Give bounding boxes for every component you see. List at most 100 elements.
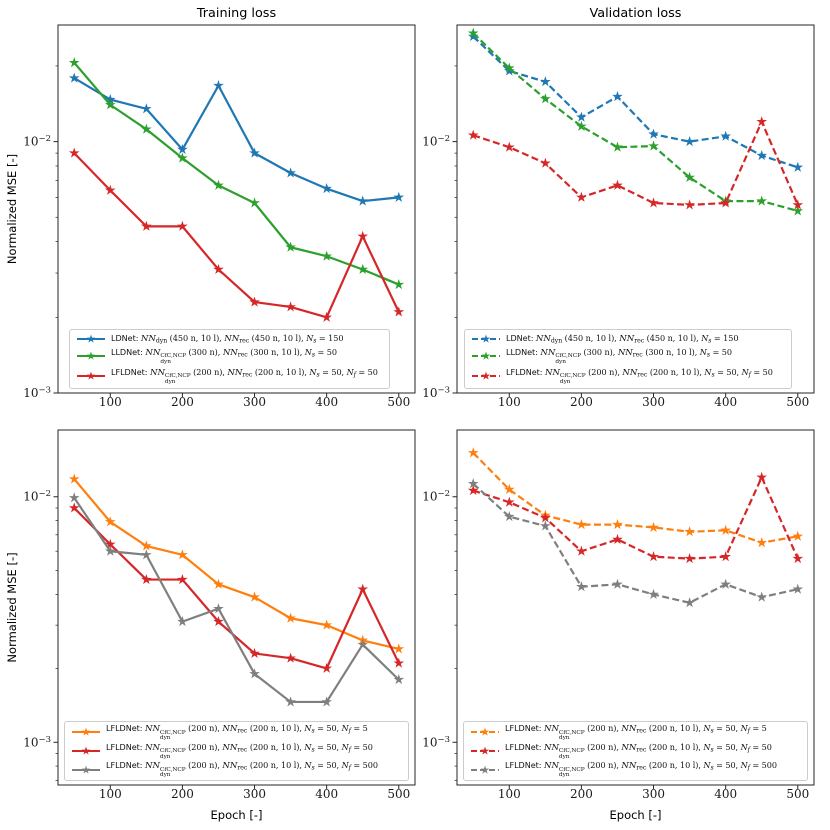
star-marker [68, 57, 80, 68]
series-LFLDNet-Nf-5-markers [467, 447, 804, 548]
star-marker [792, 161, 804, 172]
star-marker [393, 306, 405, 317]
series-LFLDNet-Nf-5-line [472, 452, 798, 544]
legend-item-0: LFLDNet: NN CfC,NCP dyn (200 n), NNrec (20… [71, 723, 405, 742]
star-marker [177, 616, 188, 627]
star-marker [503, 511, 515, 522]
star-marker [321, 619, 332, 630]
x-tick-label: 100 [99, 395, 122, 409]
star-marker [792, 583, 804, 594]
x-tick-label: 500 [786, 395, 809, 409]
star-marker [213, 603, 224, 614]
star-marker [81, 727, 91, 737]
star-marker [720, 197, 731, 208]
star-marker [285, 652, 296, 663]
star-marker [357, 263, 369, 275]
series-LFLDNet-markers [467, 116, 804, 210]
x-tick-label: 100 [498, 787, 521, 801]
star-marker [285, 696, 296, 707]
axes-spines [57, 24, 416, 394]
star-marker [321, 662, 332, 673]
star-marker [177, 549, 188, 560]
star-marker [86, 334, 96, 343]
x-tick-label: 300 [642, 787, 665, 801]
star-marker [81, 746, 91, 755]
star-marker [177, 220, 188, 231]
star-marker [141, 103, 152, 114]
star-marker [86, 351, 96, 360]
star-marker [576, 581, 587, 592]
star-marker [177, 143, 188, 155]
y-axis-label: Normalized MSE [-] [5, 154, 19, 264]
star-marker [213, 263, 224, 275]
legend-sample-line [77, 334, 105, 343]
legend-label: LFLDNet: NN CfC,NCP dyn (200 n), NNrec (20… [106, 741, 373, 760]
star-marker [648, 588, 659, 599]
star-marker [393, 657, 405, 668]
x-axis-label: Epoch [-] [610, 808, 662, 822]
series-LDNet-line [472, 35, 799, 169]
legend-sample-line [72, 746, 100, 755]
star-marker [393, 278, 405, 290]
star-marker [648, 128, 659, 139]
star-marker [792, 205, 804, 216]
star-marker [480, 765, 490, 774]
star-marker [68, 473, 80, 484]
x-tick-label: 100 [498, 395, 521, 409]
series-LFLDNet-Nf-50-markers [68, 502, 405, 673]
star-marker [720, 551, 731, 562]
legend-label: LFLDNet: NN CfC,NCP dyn (200 n), NNrec (20… [506, 366, 773, 385]
y-tick-label: 10−3 [23, 735, 51, 750]
star-marker [792, 552, 804, 564]
star-marker [141, 540, 152, 551]
legend-label: LDNet: NNdyn (450 n, 10 l), NNrec (450 n… [506, 333, 739, 345]
legend-label: LDNet: NNdyn (450 n, 10 l), NNrec (450 n… [111, 333, 344, 345]
legend-label: LFLDNet: NN CfC,NCP dyn (200 n), NNrec (20… [505, 741, 772, 760]
legend-sample-line [472, 334, 500, 343]
legend-item-2: LFLDNet: NN CfC,NCP dyn (200 n), NNrec (20… [471, 367, 788, 386]
star-marker [503, 65, 515, 76]
legend-label: LFLDNet: NN CfC,NCP dyn (200 n), NNrec (20… [505, 760, 777, 779]
series-LDNet-markers [68, 72, 405, 206]
star-marker [68, 492, 80, 503]
star-marker [177, 573, 188, 585]
star-marker [213, 578, 224, 589]
y-tick-label: 10−2 [23, 489, 51, 504]
legend-item-1: LFLDNet: NN CfC,NCP dyn (200 n), NNrec (20… [470, 742, 804, 761]
legend-item-1: LLDNet: NN CfC,NCP dyn (300 n), NNrec (300… [76, 347, 386, 366]
star-marker [612, 519, 623, 530]
x-tick-label: 200 [570, 787, 593, 801]
star-marker [141, 123, 152, 134]
y-tick-label: 10−2 [422, 134, 450, 149]
star-marker [540, 520, 551, 531]
star-marker [249, 197, 260, 208]
star-marker [756, 471, 768, 482]
x-tick-label: 200 [171, 395, 194, 409]
star-marker [86, 371, 96, 380]
star-marker [612, 141, 623, 152]
legend-validation-top: LDNet: NNdyn (450 n, 10 l), NNrec (450 n… [464, 329, 792, 389]
star-marker [104, 99, 116, 110]
legend-validation-bottom: LFLDNet: NN CfC,NCP dyn (200 n), NNrec (20… [463, 721, 808, 781]
star-marker [467, 30, 479, 41]
legend-label: LFLDNet: NN CfC,NCP dyn (200 n), NNrec (20… [106, 760, 378, 779]
star-marker [480, 746, 490, 755]
star-marker [357, 195, 369, 206]
star-marker [481, 371, 491, 380]
star-marker [177, 152, 188, 163]
star-marker [393, 191, 405, 202]
star-marker [393, 674, 405, 685]
subplot-training-loss-bottom: 100 200 300 400 500 10−2 10−3 Normalized MSE [-… [5, 429, 416, 822]
series-LFLDNet-Nf-5-markers [68, 473, 405, 654]
star-marker [321, 183, 332, 194]
series-LFLDNet-Nf-500-markers [467, 478, 804, 608]
subplot-training-loss-top: 100 200 300 400 500 10−2 10−3 Training loss Norm… [5, 6, 416, 409]
star-marker [503, 496, 515, 507]
star-marker [467, 484, 479, 496]
star-marker [540, 512, 551, 523]
legend-sample-line [471, 746, 499, 755]
x-tick-label: 500 [786, 787, 809, 801]
star-marker [540, 157, 551, 168]
x-tick-label: 300 [642, 395, 665, 409]
series-LDNet-line [73, 77, 399, 203]
